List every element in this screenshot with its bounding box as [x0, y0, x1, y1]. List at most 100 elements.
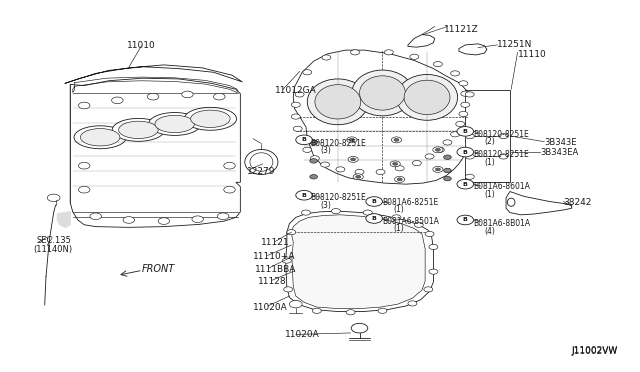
Text: FRONT: FRONT: [141, 264, 175, 274]
Circle shape: [425, 154, 434, 159]
Circle shape: [295, 92, 304, 97]
Text: (1): (1): [484, 157, 495, 167]
Ellipse shape: [245, 150, 278, 174]
Ellipse shape: [396, 74, 458, 120]
Circle shape: [459, 112, 468, 116]
Circle shape: [355, 169, 364, 174]
Polygon shape: [291, 215, 425, 309]
Polygon shape: [293, 50, 470, 184]
Text: 12279: 12279: [246, 167, 275, 176]
Circle shape: [392, 137, 401, 143]
Ellipse shape: [404, 80, 450, 115]
Circle shape: [410, 54, 419, 60]
Ellipse shape: [81, 129, 120, 146]
Circle shape: [457, 126, 474, 136]
Circle shape: [392, 215, 401, 220]
Circle shape: [366, 214, 383, 223]
Ellipse shape: [155, 115, 195, 133]
Circle shape: [182, 91, 193, 98]
Text: B08120-8251E: B08120-8251E: [310, 139, 365, 148]
Text: B: B: [463, 218, 468, 222]
Circle shape: [90, 213, 101, 219]
Ellipse shape: [118, 121, 158, 138]
Text: 11128: 11128: [258, 277, 287, 286]
Circle shape: [282, 258, 291, 263]
Circle shape: [429, 269, 438, 274]
Circle shape: [310, 156, 319, 161]
Circle shape: [457, 215, 474, 225]
Circle shape: [79, 162, 90, 169]
Text: 11010: 11010: [127, 41, 156, 50]
Circle shape: [284, 287, 292, 292]
Circle shape: [79, 102, 90, 109]
Circle shape: [451, 132, 460, 137]
Polygon shape: [465, 90, 510, 182]
Circle shape: [224, 162, 236, 169]
Circle shape: [394, 176, 404, 182]
Circle shape: [433, 147, 443, 153]
Circle shape: [356, 175, 361, 178]
Circle shape: [332, 209, 340, 214]
Text: 3B343E: 3B343E: [544, 138, 577, 147]
Text: B: B: [463, 129, 468, 134]
Ellipse shape: [307, 79, 369, 125]
Circle shape: [123, 217, 134, 223]
Circle shape: [224, 186, 236, 193]
Text: B: B: [463, 150, 468, 154]
Circle shape: [465, 174, 474, 179]
Circle shape: [310, 140, 317, 145]
Ellipse shape: [191, 110, 230, 128]
Circle shape: [192, 216, 204, 222]
Circle shape: [459, 81, 468, 86]
Text: B08120-8251E: B08120-8251E: [310, 193, 365, 202]
Circle shape: [287, 230, 296, 235]
Circle shape: [461, 102, 470, 108]
Text: (11140N): (11140N): [33, 245, 72, 254]
Text: (1): (1): [394, 205, 404, 215]
Circle shape: [429, 244, 438, 250]
Text: B081A6-8251E: B081A6-8251E: [383, 198, 438, 207]
Text: J11002VW: J11002VW: [572, 346, 618, 355]
Circle shape: [351, 158, 356, 161]
Circle shape: [425, 231, 434, 237]
Circle shape: [351, 323, 368, 333]
Circle shape: [291, 301, 300, 306]
Circle shape: [298, 137, 307, 142]
Circle shape: [346, 310, 355, 315]
Circle shape: [296, 190, 312, 200]
Circle shape: [444, 155, 451, 160]
Ellipse shape: [352, 70, 413, 116]
Text: 11121: 11121: [261, 238, 290, 247]
Text: (4): (4): [484, 227, 495, 235]
Circle shape: [433, 62, 442, 67]
Circle shape: [465, 154, 474, 159]
Circle shape: [301, 210, 310, 215]
Text: B081A6-8B01A: B081A6-8B01A: [473, 219, 530, 228]
Circle shape: [303, 147, 312, 153]
Text: 11110: 11110: [518, 51, 547, 60]
Text: 11251N: 11251N: [497, 41, 532, 49]
Circle shape: [457, 179, 474, 189]
Circle shape: [393, 162, 397, 165]
Text: SEC.135: SEC.135: [36, 236, 71, 245]
Circle shape: [376, 169, 385, 174]
Text: B08120-8251E: B08120-8251E: [473, 150, 529, 159]
Circle shape: [351, 50, 360, 55]
Circle shape: [310, 174, 317, 179]
Text: B: B: [463, 182, 468, 187]
Circle shape: [451, 71, 460, 76]
Circle shape: [111, 97, 123, 104]
Circle shape: [444, 176, 451, 181]
Polygon shape: [506, 192, 572, 215]
Circle shape: [390, 161, 400, 167]
Circle shape: [214, 93, 225, 100]
Text: (2): (2): [484, 137, 495, 146]
Circle shape: [435, 148, 440, 151]
Circle shape: [435, 168, 440, 171]
Text: B: B: [301, 137, 307, 142]
Circle shape: [395, 166, 404, 171]
Circle shape: [443, 140, 452, 145]
Circle shape: [465, 92, 474, 97]
Circle shape: [444, 168, 451, 173]
Text: B081A6-8601A: B081A6-8601A: [473, 182, 530, 191]
